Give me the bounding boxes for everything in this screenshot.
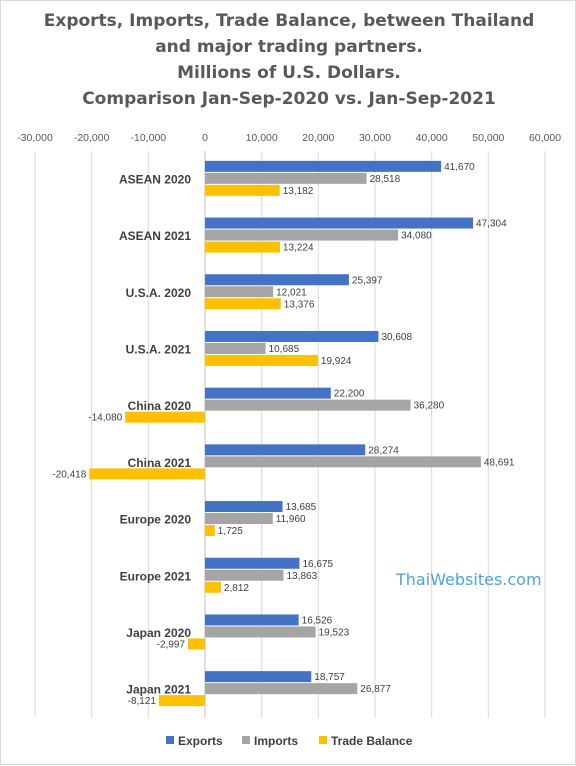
data-label: 13,863 (287, 571, 318, 582)
data-label: 11,960 (276, 514, 306, 525)
data-label: 1,725 (218, 526, 243, 537)
bar-exports (205, 160, 442, 172)
data-label: -14,080 (88, 413, 122, 424)
x-tick-label: 30,000 (359, 132, 391, 144)
x-tick-label: 10,000 (246, 132, 278, 144)
data-label: 41,670 (444, 162, 475, 173)
x-tick-label: 50,000 (472, 132, 504, 144)
data-label: 13,224 (283, 243, 314, 254)
legend-swatch (242, 736, 250, 744)
category-label: China 2020 (128, 399, 192, 413)
bar-trade-balance (205, 241, 280, 253)
data-label: -2,997 (157, 639, 186, 650)
bar-trade-balance (125, 411, 205, 423)
x-tick-label: -30,000 (17, 132, 53, 144)
category-label: ASEAN 2021 (119, 229, 191, 243)
data-label: 36,280 (414, 401, 445, 412)
bar-trade-balance (89, 468, 205, 480)
data-label: 28,274 (368, 445, 399, 456)
category-label: Japan 2021 (126, 683, 191, 697)
bar-exports (205, 557, 300, 569)
legend-label: Trade Balance (331, 734, 413, 748)
legend-label: Exports (178, 734, 223, 748)
data-label: 22,200 (334, 389, 365, 400)
bar-imports (205, 172, 367, 184)
category-label: U.S.A. 2021 (126, 342, 192, 356)
bar-exports (205, 614, 299, 626)
data-label: 10,685 (269, 344, 300, 355)
bar-exports (205, 217, 474, 229)
x-tick-label: 40,000 (416, 132, 448, 144)
data-label: -8,121 (128, 696, 157, 707)
data-label: 13,376 (284, 299, 315, 310)
chart-title-line-3: Millions of U.S. Dollars. (177, 63, 401, 83)
bar-imports (205, 342, 266, 354)
bar-exports (205, 501, 283, 513)
watermark-text: ThaiWebsites.com (396, 570, 542, 589)
legend-swatch (319, 736, 327, 744)
bar-imports (205, 626, 316, 638)
data-label: 26,877 (360, 684, 391, 695)
bar-trade-balance (205, 184, 280, 196)
bar-imports (205, 513, 273, 525)
category-label: ASEAN 2020 (119, 172, 191, 186)
bar-trade-balance (205, 354, 318, 366)
bar-exports (205, 330, 379, 342)
bar-exports (205, 444, 366, 456)
bar-trade-balance (205, 581, 221, 593)
data-label: 16,675 (302, 559, 333, 570)
data-label: 34,080 (401, 231, 432, 242)
chart-title-line-1: Exports, Imports, Trade Balance, between… (43, 11, 535, 31)
bar-imports (205, 456, 481, 468)
data-label: 18,757 (314, 672, 345, 683)
bar-imports (205, 683, 358, 695)
bar-exports (205, 671, 312, 683)
category-label: China 2021 (128, 456, 192, 470)
data-label: 30,608 (381, 332, 412, 343)
bar-trade-balance (158, 695, 205, 707)
data-label: 16,526 (302, 615, 333, 626)
data-label: 2,812 (224, 583, 249, 594)
category-label: Europe 2021 (120, 569, 192, 583)
data-label: 47,304 (476, 219, 507, 230)
bar-trade-balance (205, 298, 281, 310)
data-label: 13,685 (286, 502, 317, 513)
bar-trade-balance (205, 525, 215, 537)
legend-swatch (166, 736, 174, 744)
legend-label: Imports (254, 734, 298, 748)
bar-imports (205, 399, 411, 411)
x-tick-label: 20,000 (302, 132, 334, 144)
bar-imports (205, 569, 284, 581)
data-label: 48,691 (484, 457, 515, 468)
x-tick-label: -10,000 (131, 132, 167, 144)
bar-imports (205, 229, 399, 241)
chart-title-line-4: Comparison Jan-Sep-2020 vs. Jan-Sep-2021 (82, 89, 496, 109)
x-tick-label: -20,000 (74, 132, 110, 144)
category-label: Japan 2020 (126, 626, 191, 640)
x-tick-label: 0 (202, 132, 208, 144)
data-label: 25,397 (352, 275, 383, 286)
bar-imports (205, 286, 274, 298)
bar-trade-balance (188, 638, 205, 650)
data-label: 13,182 (283, 186, 314, 197)
category-label: U.S.A. 2020 (126, 286, 192, 300)
data-label: 28,518 (370, 174, 401, 185)
bar-exports (205, 274, 349, 286)
data-label: -20,418 (52, 469, 86, 480)
data-label: 19,523 (319, 627, 350, 638)
bar-exports (205, 387, 331, 399)
data-label: 19,924 (321, 356, 352, 367)
chart-title-line-2: and major trading partners. (155, 37, 423, 57)
x-tick-label: 60,000 (529, 132, 561, 144)
data-label: 12,021 (276, 287, 307, 298)
category-label: Europe 2020 (120, 513, 192, 527)
